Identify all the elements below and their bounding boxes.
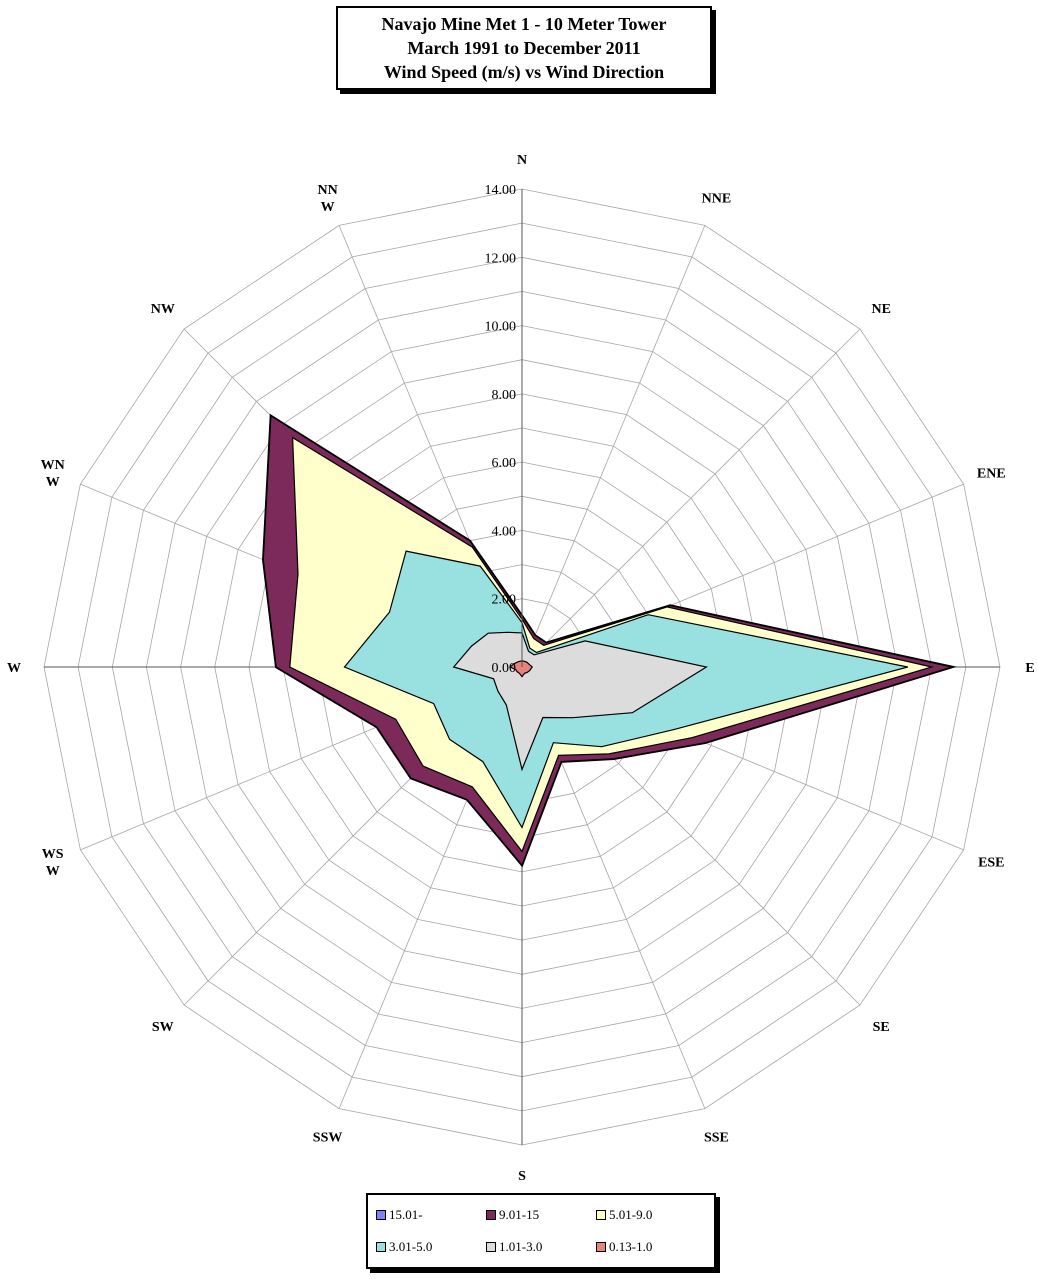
direction-label-ese: ESE — [978, 855, 1004, 870]
direction-label-line: ESE — [978, 855, 1004, 870]
direction-label-nne: NNE — [702, 192, 732, 207]
radial-tick-label: 8.00 — [492, 388, 517, 403]
legend-swatch — [486, 1242, 496, 1252]
radial-tick-label: 6.00 — [492, 456, 517, 471]
legend-label: 15.01- — [389, 1207, 423, 1222]
direction-label-s: S — [518, 1169, 526, 1184]
direction-label-line: WN — [41, 458, 65, 473]
direction-label-line: N — [517, 153, 527, 168]
legend-item: 1.01-3.0 — [486, 1239, 596, 1255]
legend-label: 5.01-9.0 — [609, 1207, 653, 1222]
direction-label-line: SE — [873, 1020, 890, 1035]
direction-label-line: NNE — [702, 192, 732, 207]
spoke-ne — [521, 328, 861, 668]
direction-label-sse: SSE — [704, 1130, 729, 1145]
direction-label-sw: SW — [152, 1020, 174, 1035]
direction-label-line: S — [518, 1169, 526, 1184]
radial-tick-label: 14.00 — [485, 183, 517, 198]
series-area-0-13-1-0 — [508, 660, 533, 678]
spoke-nne — [521, 225, 706, 668]
direction-label-ne: NE — [871, 302, 890, 317]
direction-label-line: SW — [152, 1020, 174, 1035]
direction-label-wnw: WN W — [41, 458, 65, 490]
direction-label-line: ENE — [977, 467, 1006, 482]
legend-item: 15.01- — [376, 1207, 486, 1223]
direction-label-line: SSW — [313, 1130, 343, 1145]
legend-swatch — [376, 1242, 386, 1252]
direction-label-line: W — [7, 661, 21, 676]
legend-label: 0.13-1.0 — [609, 1239, 653, 1254]
direction-label-ene: ENE — [977, 467, 1006, 482]
chart-title-box: Navajo Mine Met 1 - 10 Meter Tower March… — [336, 6, 712, 90]
radial-tick-label: 0.00 — [492, 661, 517, 676]
chart-title-line-2: March 1991 to December 2011 — [407, 38, 641, 58]
direction-label-line: NW — [151, 302, 175, 317]
radial-tick-label: 2.00 — [492, 593, 517, 608]
radial-tick-label: 4.00 — [492, 524, 517, 539]
radial-tick-label: 10.00 — [485, 320, 517, 335]
direction-label-se: SE — [873, 1020, 890, 1035]
direction-label-ssw: SSW — [313, 1130, 343, 1145]
legend-swatch — [376, 1210, 386, 1220]
direction-label-line: WS — [42, 847, 64, 862]
radial-tick-label: 12.00 — [485, 251, 517, 266]
direction-label-line: NE — [871, 302, 890, 317]
direction-label-e: E — [1025, 661, 1034, 676]
direction-label-w: W — [7, 661, 21, 676]
direction-label-nnw: NN W — [317, 183, 337, 215]
legend-swatch — [486, 1210, 496, 1220]
direction-label-nw: NW — [151, 302, 175, 317]
chart-title-line-3: Wind Speed (m/s) vs Wind Direction — [383, 62, 665, 82]
legend-item: 9.01-15 — [486, 1207, 596, 1223]
legend-item: 3.01-5.0 — [376, 1239, 486, 1255]
direction-label-n: N — [517, 153, 527, 168]
direction-label-line: W — [321, 200, 335, 215]
radar-chart: 0.002.004.006.008.0010.0012.0014.00NNNEN… — [7, 153, 1035, 1184]
legend-label: 9.01-15 — [499, 1207, 540, 1222]
direction-label-line: NN — [317, 183, 337, 198]
direction-label-line: SSE — [704, 1130, 729, 1145]
chart-title-line-1: Navajo Mine Met 1 - 10 Meter Tower — [381, 14, 667, 34]
direction-label-line: E — [1025, 661, 1034, 676]
chart-legend: 15.01- 9.01-15 5.01-9.0 3.01-5.0 1.01-3.0 0.1… — [366, 1193, 716, 1269]
legend-label: 3.01-5.0 — [389, 1239, 433, 1254]
legend-swatch — [596, 1210, 606, 1220]
direction-label-line: W — [46, 864, 60, 879]
legend-item: 0.13-1.0 — [596, 1239, 706, 1255]
legend-label: 1.01-3.0 — [499, 1239, 543, 1254]
direction-label-line: W — [46, 475, 60, 490]
legend-item: 5.01-9.0 — [596, 1207, 706, 1223]
direction-label-wsw: WS W — [42, 847, 64, 879]
legend-swatch — [596, 1242, 606, 1252]
